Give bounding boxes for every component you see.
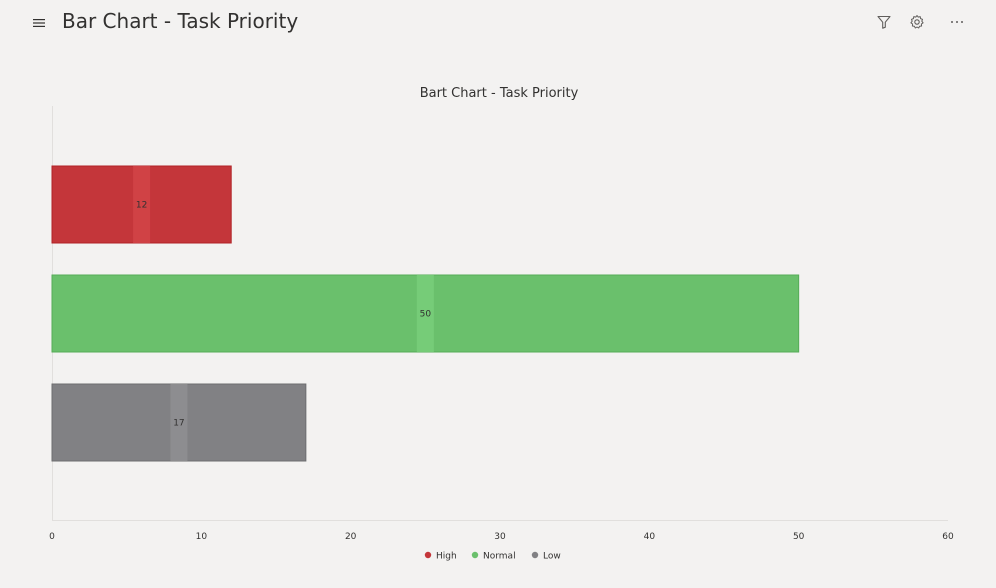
x-ticks-layer: 0 10 20 30 40 50 60 [49, 532, 954, 542]
legend-marker-high [424, 551, 432, 559]
chart-title: Bart Chart - Task Priority [420, 86, 579, 101]
bar-chart-container: Bart Chart - Task Priority 12 50 17 0 10 20 3… [0, 70, 996, 580]
data-label-high: 12 [136, 201, 147, 211]
x-tick-label: 40 [644, 532, 656, 542]
legend-label-high[interactable]: High [436, 552, 457, 562]
bar-label-highlight-normal [416, 275, 434, 352]
bar-label-highlight-low [170, 384, 188, 461]
bar-chart: Bart Chart - Task Priority 12 50 17 0 10 20 3… [49, 86, 954, 562]
hamburger-menu-icon[interactable] [31, 15, 47, 31]
x-tick-label: 60 [942, 532, 954, 542]
x-tick-label: 20 [345, 532, 357, 542]
filter-icon[interactable] [875, 13, 893, 31]
bar-label-highlight-high [133, 166, 151, 243]
legend-marker-low [531, 551, 539, 559]
app-header: Bar Chart - Task Priority [0, 0, 996, 46]
bars-layer: 12 50 17 [51, 165, 800, 462]
x-tick-label: 30 [494, 532, 506, 542]
gear-icon[interactable] [908, 13, 926, 31]
more-ellipsis-icon[interactable] [948, 13, 966, 31]
legend-marker-normal [471, 551, 479, 559]
legend-label-normal[interactable]: Normal [483, 552, 516, 562]
x-tick-label: 0 [49, 532, 55, 542]
legend-label-low[interactable]: Low [543, 552, 561, 562]
legend: High Normal Low [424, 551, 561, 562]
data-label-low: 17 [173, 419, 184, 429]
data-label-normal: 50 [420, 310, 432, 320]
page-title: Bar Chart - Task Priority [62, 9, 299, 33]
x-tick-label: 10 [196, 532, 208, 542]
x-tick-label: 50 [793, 532, 805, 542]
